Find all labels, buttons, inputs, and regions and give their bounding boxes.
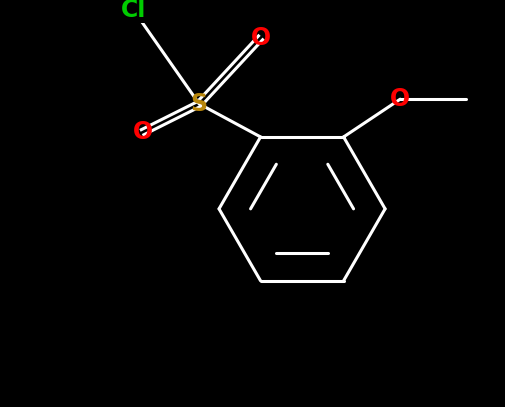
Text: S: S — [190, 92, 208, 116]
Text: O: O — [250, 26, 270, 50]
Text: Cl: Cl — [120, 0, 145, 22]
Text: O: O — [389, 87, 410, 111]
Text: O: O — [132, 120, 153, 144]
